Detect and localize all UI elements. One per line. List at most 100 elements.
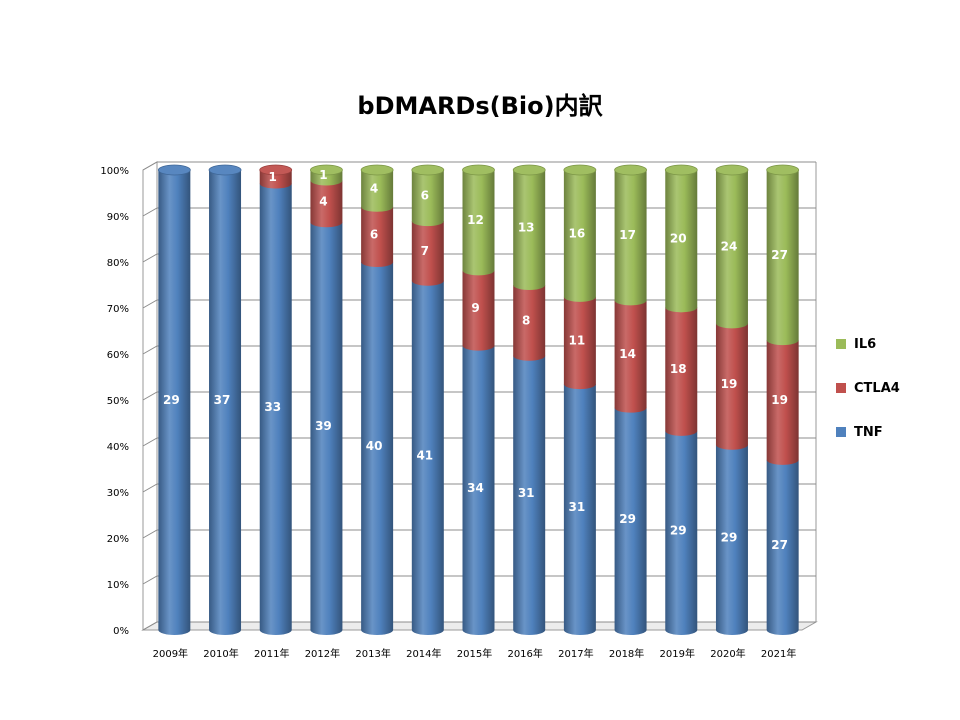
bar-cap xyxy=(664,164,698,176)
bar-segment-il6 xyxy=(766,170,799,346)
bar-segment-il6 xyxy=(715,170,748,329)
y-tick-label: 100% xyxy=(100,166,129,177)
x-tick-label: 2009年 xyxy=(153,647,188,660)
bar-segment-tnf xyxy=(614,407,647,635)
legend-label-il6: IL6 xyxy=(854,336,877,352)
x-tick-label: 2021年 xyxy=(761,647,796,660)
y-tick-label: 40% xyxy=(107,442,129,453)
data-label-il6: 12 xyxy=(467,213,484,227)
bar-cap xyxy=(259,164,293,176)
bar-segment-il6 xyxy=(513,170,546,290)
data-label-ctla4: 1 xyxy=(269,170,277,184)
legend: IL6 CTLA4 TNF xyxy=(836,322,900,454)
bar-cap xyxy=(208,164,242,176)
bar-segment-tnf xyxy=(411,280,444,635)
bar-segment-ctla4 xyxy=(411,221,444,286)
gridline xyxy=(142,621,816,631)
bar-cap xyxy=(157,164,191,176)
gridline xyxy=(142,391,816,401)
data-label-il6: 24 xyxy=(721,240,738,254)
y-tick-label: 60% xyxy=(107,350,129,361)
bar-cap xyxy=(766,164,800,176)
y-tick-label: 0% xyxy=(113,626,129,637)
data-label-tnf: 33 xyxy=(264,400,281,414)
x-tick-label: 2019年 xyxy=(660,647,695,660)
gridline xyxy=(142,345,816,355)
legend-item-tnf: TNF xyxy=(836,410,900,454)
bar-segment-tnf xyxy=(209,170,242,635)
gridline xyxy=(142,253,816,263)
legend-swatch-tnf xyxy=(836,427,846,437)
y-tick-label: 70% xyxy=(107,304,129,315)
y-tick-label: 20% xyxy=(107,534,129,545)
data-label-ctla4: 9 xyxy=(471,301,479,315)
bar-segment-ctla4 xyxy=(563,296,596,390)
legend-label-tnf: TNF xyxy=(854,424,883,440)
bar-segment-ctla4 xyxy=(462,270,495,351)
bar-segment-tnf xyxy=(310,222,343,636)
legend-label-ctla4: CTLA4 xyxy=(854,380,900,396)
bar-segment-ctla4 xyxy=(513,285,546,361)
bar-cap xyxy=(563,164,597,176)
bar-segment-il6 xyxy=(563,170,596,302)
data-label-tnf: 37 xyxy=(214,393,231,407)
gridline xyxy=(142,207,816,217)
data-label-tnf: 41 xyxy=(416,448,433,462)
bar-segment-tnf xyxy=(715,444,748,635)
y-tick-label: 90% xyxy=(107,212,129,223)
legend-item-ctla4: CTLA4 xyxy=(836,366,900,410)
data-label-il6: 17 xyxy=(619,228,636,242)
bar-cap xyxy=(411,164,445,176)
bar-segment-il6 xyxy=(411,170,444,227)
data-label-tnf: 29 xyxy=(619,512,636,526)
gridline xyxy=(142,483,816,493)
data-label-il6: 16 xyxy=(569,226,586,240)
data-label-tnf: 39 xyxy=(315,419,332,433)
data-label-tnf: 29 xyxy=(163,393,180,407)
data-label-tnf: 29 xyxy=(670,523,687,537)
bar-segment-tnf xyxy=(462,345,495,635)
bar-segment-il6 xyxy=(462,170,495,276)
data-label-tnf: 29 xyxy=(721,530,738,544)
data-label-ctla4: 14 xyxy=(619,347,636,361)
bar-segment-ctla4 xyxy=(361,206,394,267)
y-tick-label: 10% xyxy=(107,580,129,591)
bar-cap xyxy=(462,164,495,176)
data-label-ctla4: 7 xyxy=(421,244,429,258)
bar-segment-tnf xyxy=(665,430,698,635)
data-label-tnf: 34 xyxy=(467,481,484,495)
x-tick-label: 2011年 xyxy=(254,647,289,660)
bar-segment-il6 xyxy=(361,170,394,212)
data-label-tnf: 40 xyxy=(366,439,383,453)
bar-segment-tnf xyxy=(158,170,191,635)
bar-cap xyxy=(614,164,647,176)
bar-segment-tnf xyxy=(563,384,596,635)
x-tick-label: 2018年 xyxy=(609,647,644,660)
data-label-il6: 6 xyxy=(421,189,429,203)
gridline xyxy=(142,299,816,309)
bars-layer xyxy=(157,164,800,636)
data-label-ctla4: 19 xyxy=(721,377,738,391)
gridline xyxy=(142,529,816,539)
bar-segment-il6 xyxy=(614,170,647,306)
gridline xyxy=(142,161,816,171)
x-tick-label: 2013年 xyxy=(355,647,390,660)
bar-cap xyxy=(310,164,343,176)
legend-item-il6: IL6 xyxy=(836,322,900,366)
bar-segment-ctla4 xyxy=(665,307,698,436)
data-label-ctla4: 11 xyxy=(569,334,586,348)
gridline xyxy=(142,437,816,447)
chart-title: bDMARDs(Bio)内訳 xyxy=(357,92,603,120)
data-label-tnf: 31 xyxy=(518,486,535,500)
data-label-ctla4: 8 xyxy=(522,313,530,327)
x-tick-label: 2017年 xyxy=(558,647,593,660)
bar-segment-tnf xyxy=(259,183,292,635)
data-label-tnf: 31 xyxy=(569,500,586,514)
y-tick-label: 50% xyxy=(107,396,129,407)
x-tick-label: 2016年 xyxy=(507,647,542,660)
bar-segment-il6 xyxy=(665,170,698,313)
x-tick-label: 2010年 xyxy=(203,647,238,660)
data-label-il6: 20 xyxy=(670,232,687,246)
bar-segment-ctla4 xyxy=(310,180,343,228)
labels-layer: 0% 10% 20% 30% 40% 50% 60% 70% 80% 90% 100% 29 2009年… xyxy=(100,166,796,660)
